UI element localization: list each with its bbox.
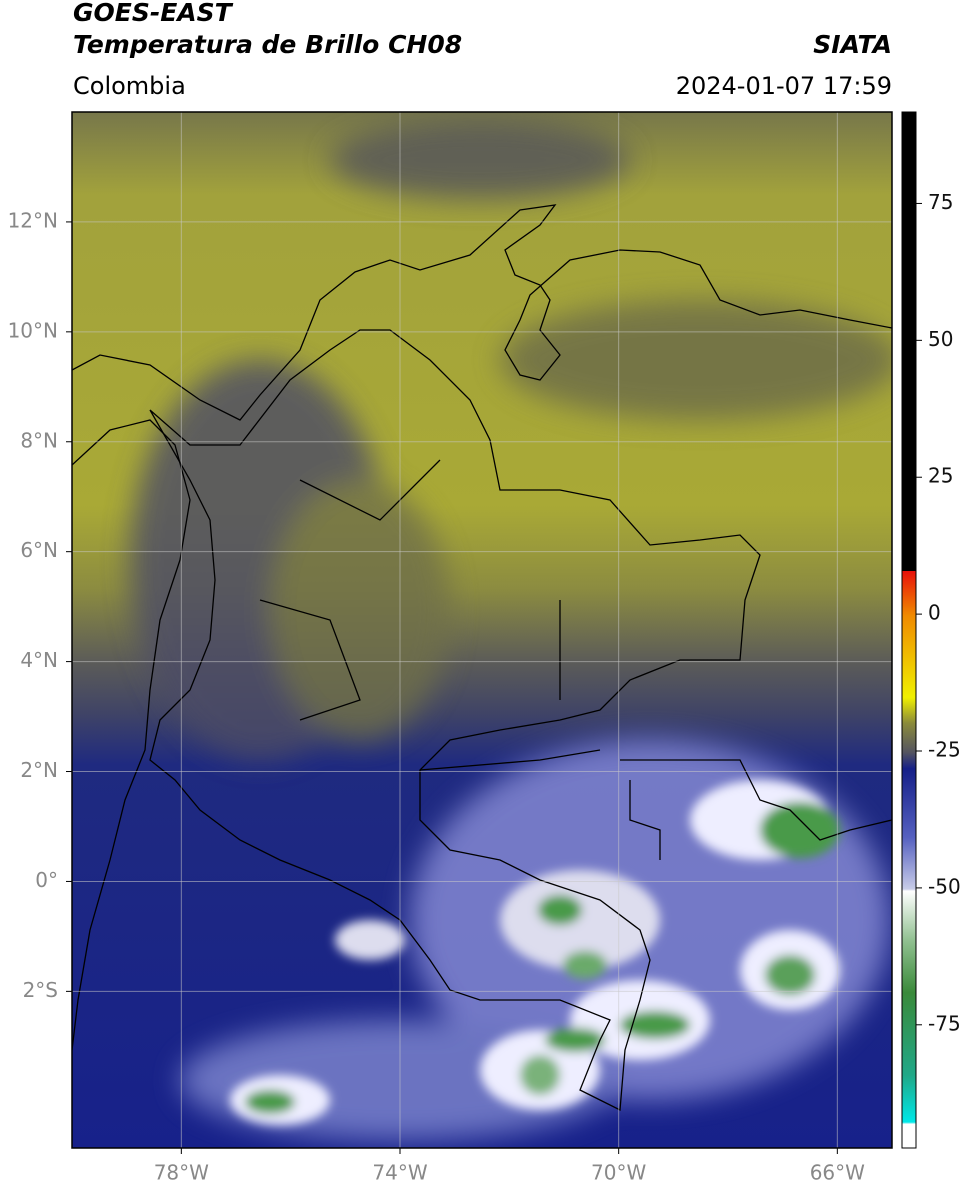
x-tick-label: 78°W — [154, 1161, 209, 1185]
x-tick-label: 74°W — [372, 1161, 427, 1185]
datetime: 2024-01-07 17:59 — [676, 72, 892, 100]
grid — [72, 112, 892, 1148]
map-frame — [71, 111, 893, 1149]
source: SIATA — [813, 30, 892, 59]
y-tick-label: 12°N — [8, 208, 58, 232]
satellite-image — [72, 112, 892, 1148]
colorbar-tick-label: -25 — [928, 738, 961, 762]
title-line1: GOES-EAST — [73, 0, 234, 27]
colorbar-tick-label: 25 — [928, 464, 953, 488]
y-tick-label: 6°N — [20, 538, 58, 562]
x-tick-label: 66°W — [810, 1161, 865, 1185]
colorbar — [901, 111, 917, 1149]
colorbar-tick-label: -50 — [928, 874, 961, 898]
y-tick-label: 2°N — [20, 758, 58, 782]
x-tick-label: 70°W — [591, 1161, 646, 1185]
colorbar-tick-label: 50 — [928, 327, 953, 351]
y-tick-label: 2°S — [23, 978, 58, 1002]
y-tick-label: 8°N — [20, 428, 58, 452]
region: Colombia — [73, 72, 186, 100]
colorbar-tick-label: 0 — [928, 601, 941, 625]
y-tick-label: 0° — [35, 868, 58, 892]
y-tick-label: 4°N — [20, 648, 58, 672]
colorbar-tick-label: 75 — [928, 190, 953, 214]
colorbar-tick-label: -75 — [928, 1011, 961, 1035]
y-tick-label: 10°N — [8, 318, 58, 342]
title-line2: Temperatura de Brillo CH08 — [73, 30, 462, 59]
